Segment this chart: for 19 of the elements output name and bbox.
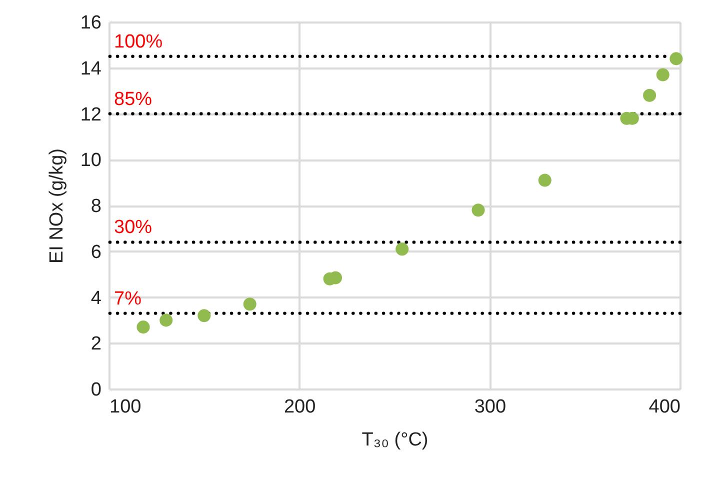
x-tick-label: 200: [284, 396, 316, 418]
y-tick-label: 2: [90, 334, 102, 355]
x-axis-title: T₃₀ (°C): [362, 430, 428, 450]
y-axis-title: EI NOx (g/kg): [46, 148, 68, 264]
y-tick-label: 16: [80, 12, 102, 34]
annotation: 100%: [114, 31, 163, 52]
y-tick-label: 8: [90, 196, 102, 217]
y-tick-label: 14: [80, 58, 102, 80]
x-tick-label: 100: [110, 396, 142, 418]
y-tick-label: 0: [90, 380, 102, 400]
x-tick-label: 300: [474, 396, 506, 418]
annotation: 85%: [114, 88, 152, 110]
x-tick-label: 400: [648, 396, 680, 418]
y-tick-label: 6: [90, 242, 102, 263]
y-tick-label: 4: [90, 288, 102, 309]
y-tick-label: 10: [80, 150, 102, 172]
y-tick-label: 12: [80, 104, 102, 126]
annotation: 30%: [114, 217, 152, 238]
annotation: 7%: [114, 288, 142, 310]
